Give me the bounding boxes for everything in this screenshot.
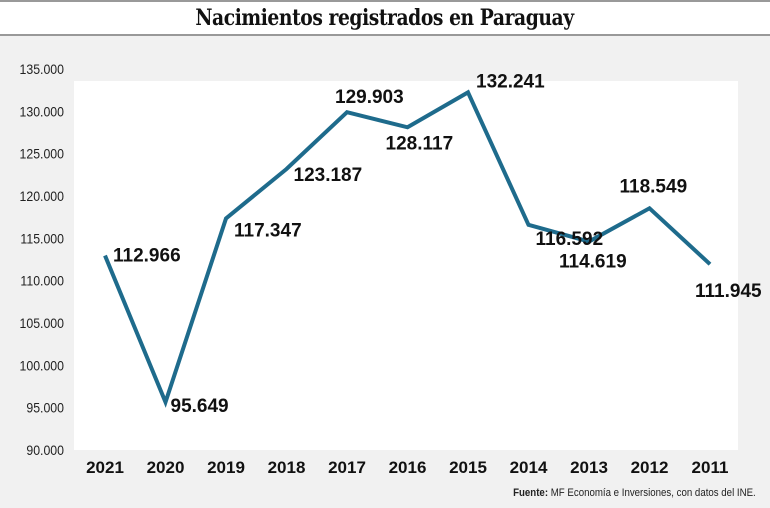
x-tick-label: 2018 xyxy=(268,458,306,477)
x-tick-label: 2017 xyxy=(328,458,366,477)
x-tick-label: 2015 xyxy=(449,458,487,477)
data-label: 111.945 xyxy=(695,281,762,302)
chart-title: Nacimientos registrados en Paraguay xyxy=(195,5,575,31)
x-tick-label: 2014 xyxy=(510,458,548,477)
y-tick-label: 95.000 xyxy=(26,400,64,416)
x-tick-label: 2011 xyxy=(692,458,729,477)
x-tick-label: 2019 xyxy=(207,458,245,477)
x-tick-label: 2016 xyxy=(389,458,427,477)
y-tick-label: 100.000 xyxy=(20,358,64,374)
data-label: 123.187 xyxy=(294,165,363,186)
data-label: 95.649 xyxy=(171,396,229,417)
data-label: 129.903 xyxy=(335,87,404,108)
y-tick-label: 135.000 xyxy=(20,61,64,77)
x-tick-label: 2013 xyxy=(570,458,608,477)
data-label: 114.619 xyxy=(559,252,627,273)
data-label: 116.592 xyxy=(536,229,604,250)
data-label: 132.241 xyxy=(476,71,545,92)
x-tick-label: 2012 xyxy=(631,458,669,477)
y-tick-label: 120.000 xyxy=(20,188,64,204)
data-label: 112.966 xyxy=(113,246,181,267)
y-tick-label: 110.000 xyxy=(20,273,64,289)
plot-area xyxy=(74,81,738,450)
source-note: Fuente: MF Economía e Inversiones, con d… xyxy=(513,487,756,499)
y-tick-label: 115.000 xyxy=(20,231,64,247)
y-tick-label: 90.000 xyxy=(26,442,64,458)
data-label: 117.347 xyxy=(234,220,302,241)
data-label: 128.117 xyxy=(386,133,454,154)
y-tick-label: 105.000 xyxy=(20,315,64,331)
x-tick-label: 2020 xyxy=(147,458,185,477)
source-text: MF Economía e Inversiones, con datos del… xyxy=(548,487,756,499)
source-label: Fuente: xyxy=(513,487,549,499)
title-bar: Nacimientos registrados en Paraguay xyxy=(0,0,770,36)
data-label: 118.549 xyxy=(620,176,688,197)
y-tick-label: 125.000 xyxy=(20,146,64,162)
x-tick-label: 2021 xyxy=(86,458,124,477)
y-tick-label: 130.000 xyxy=(20,104,64,120)
